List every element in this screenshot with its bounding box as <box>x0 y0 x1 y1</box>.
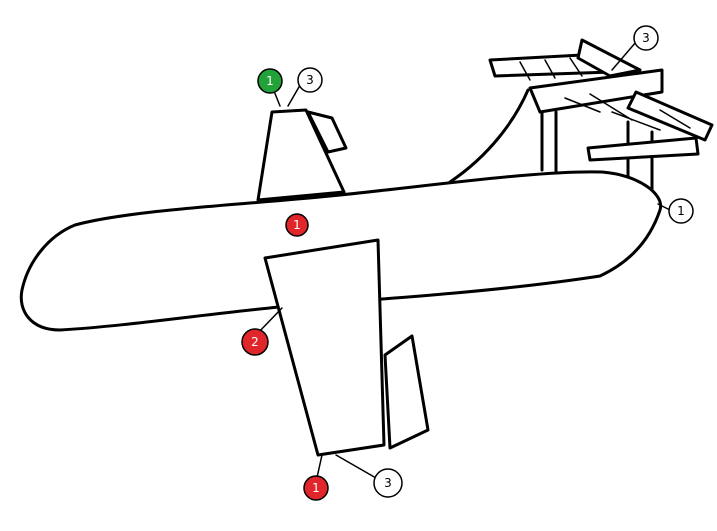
marker-wing-tip-red: 1 <box>303 475 329 501</box>
marker-nose: 1 <box>668 198 694 224</box>
marker-tail-fin-green: 1 <box>257 68 283 94</box>
marker-wing-root: 2 <box>241 328 269 356</box>
marker-circle <box>241 328 269 356</box>
marker-circle <box>303 475 329 501</box>
marker-label: 2 <box>251 335 259 349</box>
main-wing <box>263 238 430 457</box>
markers: 1 3 3 1 1 2 1 3 <box>241 25 694 501</box>
marker-circle <box>257 68 283 94</box>
marker-label: 3 <box>384 476 392 490</box>
marker-circle <box>668 198 694 224</box>
solar-panel-array <box>448 38 714 202</box>
marker-circle <box>285 213 309 237</box>
marker-solar-panel: 3 <box>633 25 659 51</box>
marker-label: 1 <box>312 481 320 495</box>
marker-tail-fin-white: 3 <box>297 67 323 93</box>
marker-circle <box>373 468 403 498</box>
marker-label: 1 <box>293 218 301 232</box>
marker-circle <box>297 67 323 93</box>
marker-circle <box>633 25 659 51</box>
marker-label: 3 <box>642 31 650 45</box>
marker-wing-tip-white: 3 <box>373 468 403 498</box>
marker-fuselage: 1 <box>285 213 309 237</box>
marker-label: 3 <box>306 73 314 87</box>
tail-fin <box>256 108 348 202</box>
marker-label: 1 <box>266 74 274 88</box>
marker-label: 1 <box>677 204 685 218</box>
